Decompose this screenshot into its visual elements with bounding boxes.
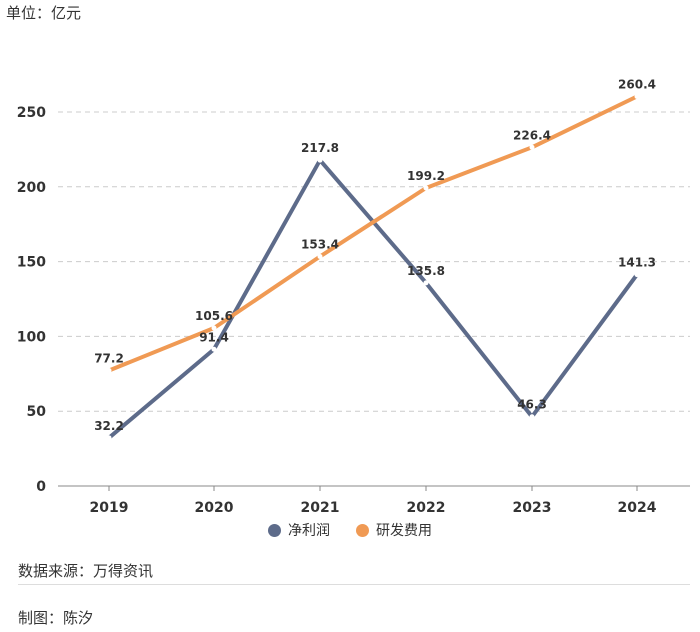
y-tick-label-200: 200 bbox=[17, 180, 46, 196]
data-label-rd-expense-2021: 153.4 bbox=[301, 238, 339, 252]
data-label-net-profit-2021: 217.8 bbox=[301, 141, 339, 155]
data-label-rd-expense-2019: 77.2 bbox=[94, 352, 124, 366]
series-line-net-profit bbox=[107, 158, 639, 440]
y-tick-label-50: 50 bbox=[27, 404, 47, 420]
legend-label-net-profit: 净利润 bbox=[288, 523, 330, 539]
unit-label: 单位：亿元 bbox=[6, 4, 82, 22]
data-point-rd-expense-2023 bbox=[529, 144, 535, 150]
y-tick-label-150: 150 bbox=[17, 255, 46, 271]
data-point-rd-expense-2019 bbox=[106, 368, 112, 374]
data-point-net-profit-2023 bbox=[529, 414, 535, 420]
data-label-net-profit-2022: 135.8 bbox=[407, 264, 445, 278]
legend-marker-net-profit bbox=[268, 523, 281, 537]
data-point-net-profit-2019 bbox=[106, 435, 112, 441]
x-tick-label-2023: 2023 bbox=[513, 500, 552, 516]
data-point-rd-expense-2024 bbox=[634, 93, 640, 99]
x-tick-label-2021: 2021 bbox=[301, 500, 340, 516]
y-tick-label-0: 0 bbox=[36, 479, 46, 495]
line-chart: 0 50 100 150 200 250 2019 2020 2021 2022 2023 2024 3… bbox=[17, 77, 690, 516]
legend-item-net-profit[interactable]: 净利润 bbox=[268, 520, 330, 540]
data-label-net-profit-2024: 141.3 bbox=[618, 256, 656, 270]
data-label-rd-expense-2020: 105.6 bbox=[195, 309, 233, 323]
y-tick-label-100: 100 bbox=[17, 329, 46, 345]
data-label-rd-expense-2023: 226.4 bbox=[513, 128, 551, 142]
data-point-net-profit-2022 bbox=[423, 280, 429, 286]
x-tick-label-2019: 2019 bbox=[90, 500, 129, 516]
legend-item-rd-expense[interactable]: 研发费用 bbox=[356, 520, 432, 540]
divider bbox=[18, 584, 690, 585]
x-tick-label-2022: 2022 bbox=[407, 500, 446, 516]
legend: 净利润 研发费用 bbox=[0, 520, 700, 540]
x-tick-label-2020: 2020 bbox=[195, 500, 234, 516]
data-point-net-profit-2020 bbox=[211, 346, 217, 352]
data-point-rd-expense-2022 bbox=[423, 185, 429, 191]
data-source: 数据来源：万得资讯 bbox=[18, 562, 154, 580]
y-tick-label-250: 250 bbox=[17, 105, 46, 121]
data-label-net-profit-2023: 46.3 bbox=[517, 398, 547, 412]
data-label-net-profit-2019: 32.2 bbox=[94, 419, 124, 433]
data-point-rd-expense-2021 bbox=[317, 254, 323, 260]
data-label-net-profit-2020: 91.4 bbox=[199, 330, 229, 344]
legend-marker-rd-expense bbox=[356, 523, 369, 537]
chart-credit: 制图：陈汐 bbox=[18, 609, 94, 627]
series-line-rd-expense bbox=[107, 94, 639, 373]
x-tick-label-2024: 2024 bbox=[618, 500, 657, 516]
legend-label-rd-expense: 研发费用 bbox=[376, 523, 432, 539]
data-point-rd-expense-2020 bbox=[211, 325, 217, 331]
data-point-net-profit-2024 bbox=[634, 272, 640, 278]
data-label-rd-expense-2024: 260.4 bbox=[618, 77, 656, 91]
data-label-rd-expense-2022: 199.2 bbox=[407, 169, 445, 183]
data-point-net-profit-2021 bbox=[317, 157, 323, 163]
